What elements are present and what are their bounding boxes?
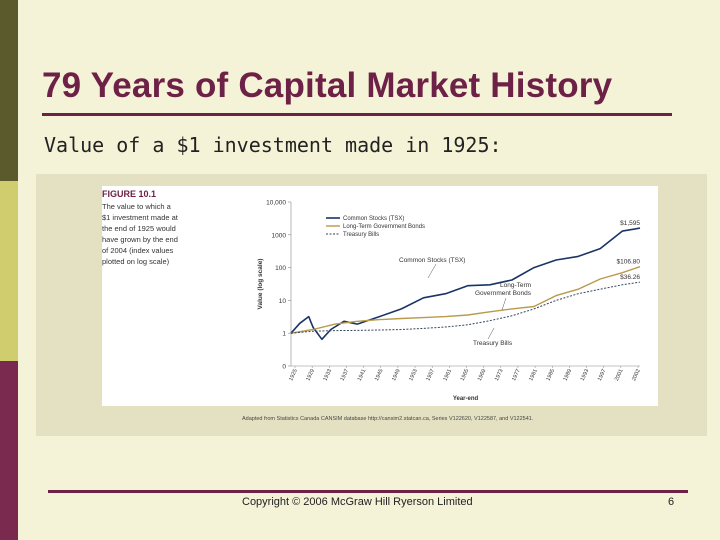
figure-source: Adapted from Statistics Canada CANSIM da… [242,416,534,422]
y-tick-label: 1000 [272,232,287,239]
series-line [290,266,641,334]
left-band-maroon [0,361,18,540]
figure-caption-line: $1 investment made at [102,213,179,222]
figure-label: FIGURE 10.1 [102,189,156,199]
slide-title: 79 Years of Capital Market History [42,66,613,105]
x-tick-label: 1949 [391,368,402,382]
x-tick-label: 1973 [494,368,505,382]
footer-rule [48,490,688,493]
y-tick-label: 10 [279,298,287,305]
left-band-light [0,181,18,361]
x-tick-label: 1933 [322,368,333,382]
x-tick-label: 1937 [340,368,351,382]
series-end-label: $106.80 [617,259,641,266]
series-annotation: Treasury Bills [473,340,513,347]
x-tick-label: 1997 [597,368,608,382]
x-tick-label: 1977 [511,368,522,382]
legend-label: Treasury Bills [343,232,379,238]
x-tick-label: 1929 [305,368,316,382]
page-number: 6 [668,496,675,508]
x-axis-title: Year-end [453,396,479,402]
annotation-pointer [501,297,507,311]
series-end-label: $36.26 [620,274,640,281]
series-end-label: $1,595 [620,220,640,227]
x-tick-label: 1941 [357,368,368,382]
y-tick-label: 100 [275,265,286,272]
figure-caption-line: of 2004 (index values [102,246,174,255]
x-tick-label: 1969 [477,368,488,382]
title-underline [42,113,672,116]
x-tick-label: 1985 [545,368,556,382]
y-tick-label: 0 [282,364,286,371]
figure-caption-line: The value to which a [102,202,172,211]
x-tick-label: 1925 [288,368,299,382]
series-annotation: Long-Term [500,282,531,289]
figure-caption-line: have grown by the end [102,235,178,244]
figure-caption-line: plotted on log scale) [102,257,170,266]
y-tick-label: 10,000 [266,200,286,207]
chart-root: 0 1 10 100 1000 10,000 Value (log scale) 1925 19… [257,200,642,403]
series-annotation: Government Bonds [475,290,532,297]
x-tick-label: 1961 [443,368,454,382]
x-tick-label: 1945 [374,368,385,382]
annotation-pointer [427,263,437,279]
x-tick-label: 1981 [528,368,539,382]
x-tick-label: 1965 [460,368,471,382]
figure-svg: FIGURE 10.1 The value to which a $1 inve… [102,186,658,422]
figure-image-area [102,186,658,406]
y-axis-title: Value (log scale) [257,259,264,310]
y-tick-label: 1 [282,331,286,338]
series-line [290,281,641,334]
left-band-dark [0,0,18,181]
figure-panel: FIGURE 10.1 The value to which a $1 inve… [36,174,707,436]
x-tick-label: 1953 [408,368,419,382]
series-annotation: Common Stocks (TSX) [399,257,465,264]
figure-caption-line: the end of 1925 would [102,224,176,233]
x-tick-label: 1993 [580,368,591,382]
x-tick-label: 1989 [563,368,574,382]
legend-label: Common Stocks (TSX) [343,216,404,222]
x-tick-label: 2001 [614,368,625,382]
copyright-text: Copyright © 2006 McGraw Hill Ryerson Lim… [242,496,473,508]
slide-subtitle: Value of a $1 investment made in 1925: [44,133,502,157]
x-tick-label: 1957 [425,368,436,382]
x-tick-label: 2002 [631,368,642,382]
annotation-pointer [487,327,495,340]
legend-label: Long-Term Government Bonds [343,224,425,230]
